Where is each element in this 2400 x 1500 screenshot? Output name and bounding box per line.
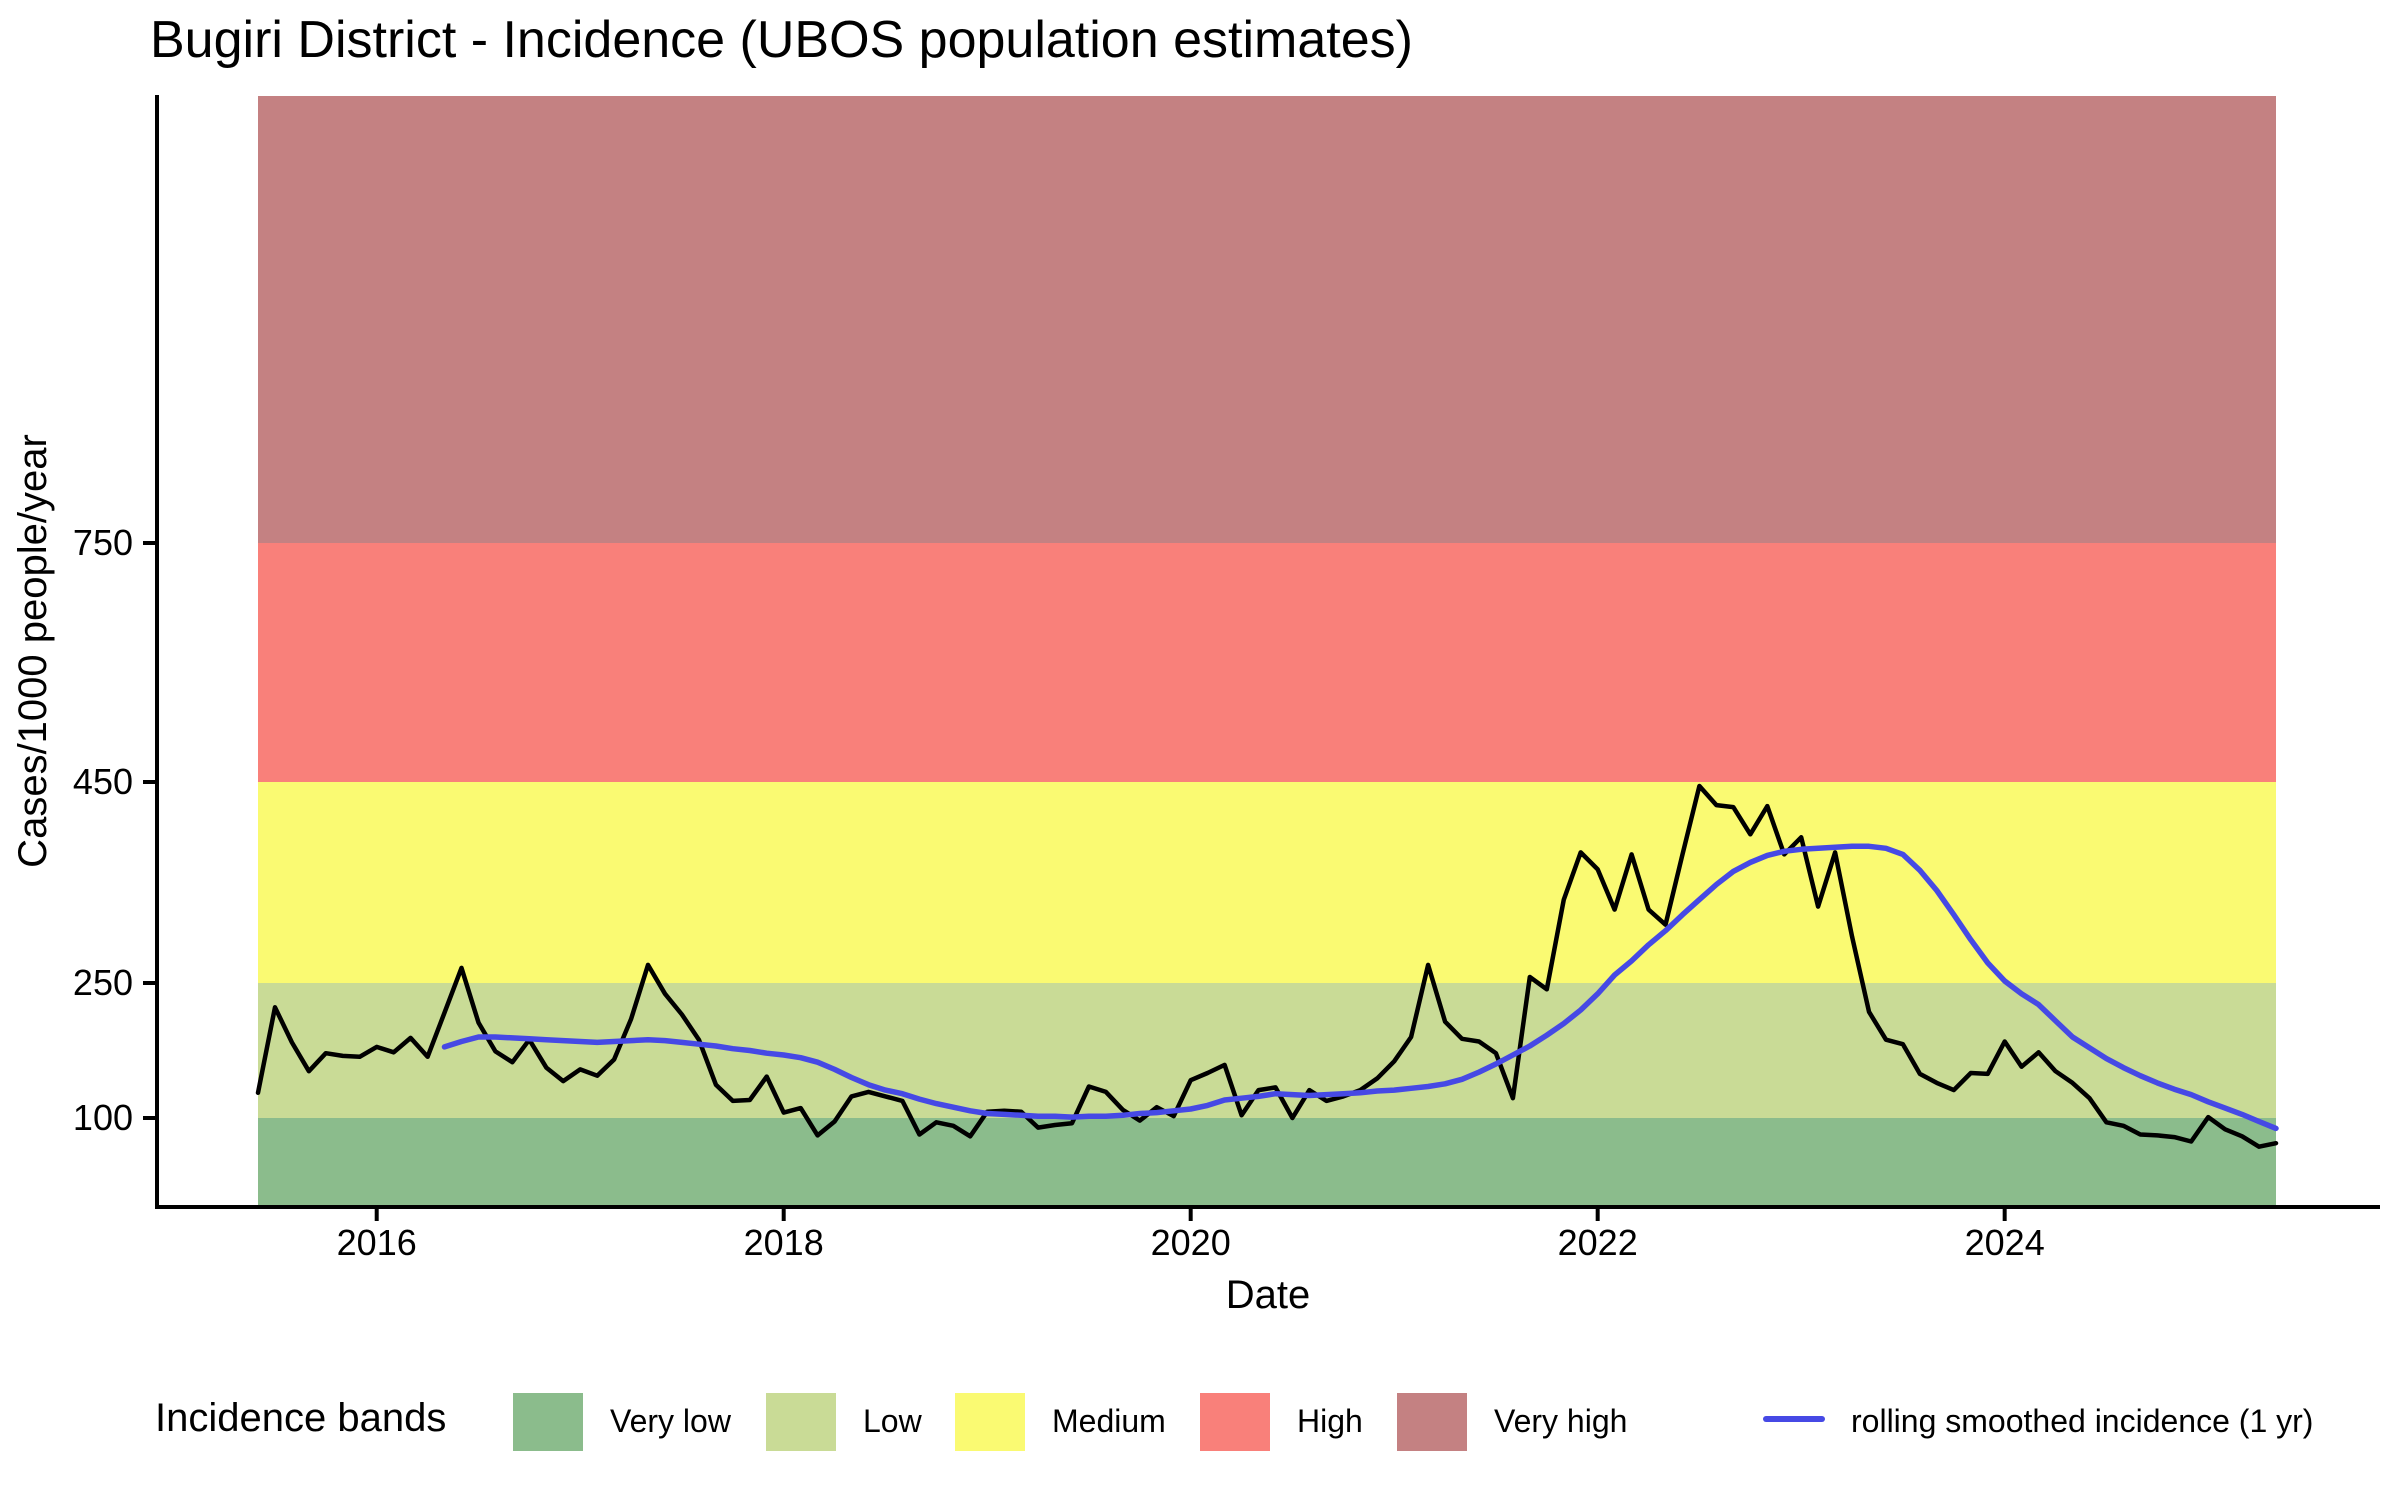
x-tick-label: 2020 bbox=[1151, 1222, 1231, 1263]
x-tick-label: 2022 bbox=[1558, 1222, 1638, 1263]
smoothed-line-legend-key bbox=[1763, 1416, 1825, 1422]
x-tick-label: 2024 bbox=[1965, 1222, 2045, 1263]
x-tick-label: 2016 bbox=[337, 1222, 417, 1263]
legend-swatch-very-high bbox=[1397, 1393, 1467, 1451]
band-medium bbox=[258, 782, 2276, 983]
band-very-high bbox=[258, 96, 2276, 543]
legend-title: Incidence bands bbox=[155, 1396, 447, 1440]
legend-swatch-low bbox=[766, 1393, 836, 1451]
legend-label-medium: Medium bbox=[1052, 1403, 1166, 1439]
legend-swatch-very-low bbox=[513, 1393, 583, 1451]
chart-title: Bugiri District - Incidence (UBOS popula… bbox=[150, 11, 1413, 69]
y-axis-title: Cases/1000 people/year bbox=[11, 434, 55, 868]
legend-label-very-high: Very high bbox=[1494, 1403, 1628, 1439]
incidence-bands bbox=[258, 96, 2276, 1205]
legend-swatch-high bbox=[1200, 1393, 1270, 1451]
x-axis-title: Date bbox=[1226, 1273, 1311, 1317]
y-tick-label: 100 bbox=[73, 1097, 133, 1138]
band-high bbox=[258, 543, 2276, 782]
y-tick-label: 450 bbox=[73, 761, 133, 802]
raw-incidence-line bbox=[255, 783, 2279, 1149]
y-tick-label: 250 bbox=[73, 962, 133, 1003]
band-very-low bbox=[258, 1118, 2276, 1205]
legend-swatch-medium bbox=[955, 1393, 1025, 1451]
axes: 100 250 450 750 2016 2018 2020 2022 2024 bbox=[73, 95, 2380, 1263]
data-series bbox=[255, 783, 2279, 1149]
smoothed-line-legend-label: rolling smoothed incidence (1 yr) bbox=[1851, 1403, 2314, 1439]
legend-label-low: Low bbox=[863, 1403, 922, 1439]
legend-label-very-low: Very low bbox=[610, 1403, 731, 1439]
y-tick-label: 750 bbox=[73, 522, 133, 563]
legend-label-high: High bbox=[1297, 1403, 1363, 1439]
legend: Incidence bands rolling smoothed inciden… bbox=[0, 1380, 2400, 1500]
x-tick-label: 2018 bbox=[744, 1222, 824, 1263]
smoothed-incidence-line bbox=[441, 843, 2279, 1132]
